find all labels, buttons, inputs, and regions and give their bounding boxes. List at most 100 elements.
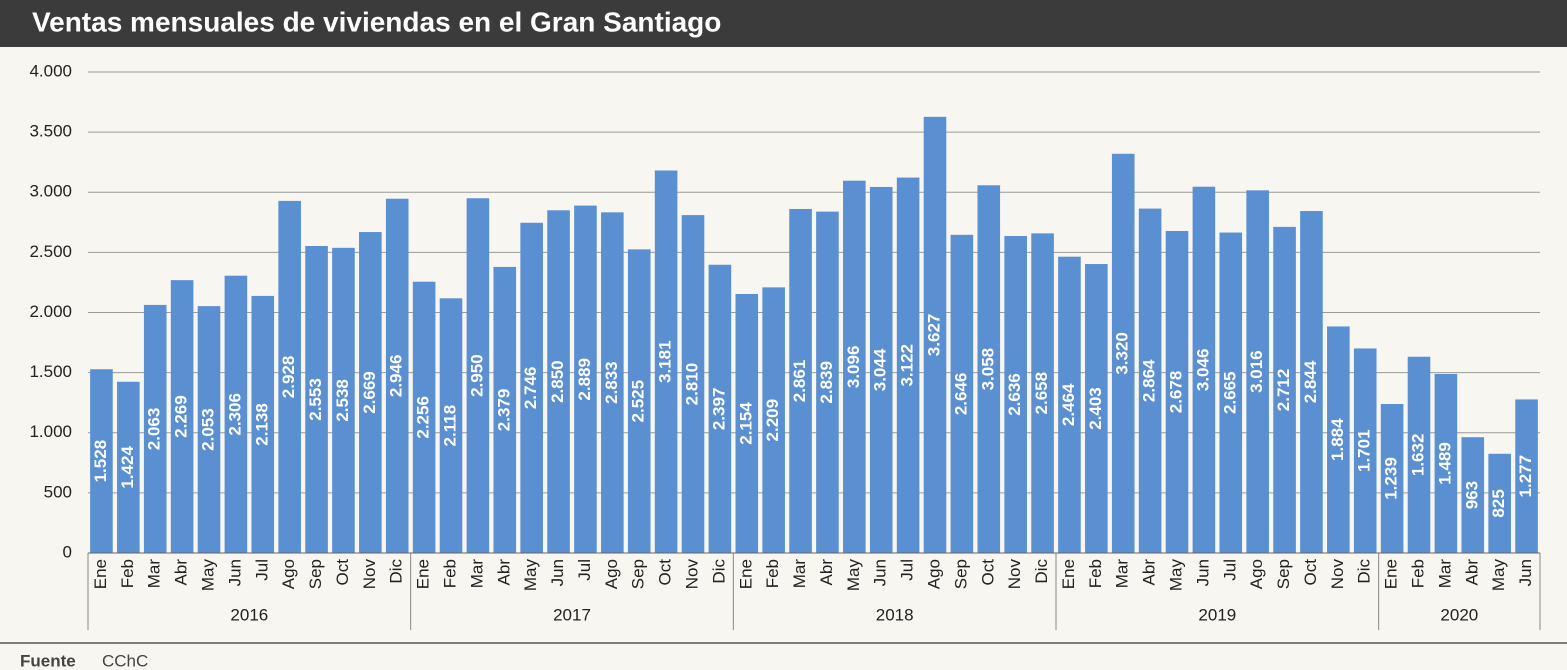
value-label: 2.154 bbox=[736, 402, 755, 445]
x-tick-label: Sep bbox=[951, 559, 970, 589]
bar bbox=[1353, 348, 1377, 553]
x-tick-label: Oct bbox=[1301, 559, 1320, 586]
x-tick-label: Jun bbox=[548, 559, 567, 586]
value-label: 2.636 bbox=[1005, 373, 1024, 416]
bar bbox=[1380, 404, 1404, 553]
x-tick-label: Feb bbox=[1086, 559, 1105, 588]
value-label: 2.950 bbox=[467, 354, 486, 397]
bar bbox=[1434, 373, 1458, 553]
bar bbox=[816, 211, 839, 554]
x-tick-label: Abr bbox=[817, 559, 836, 586]
x-tick-label: Dic bbox=[709, 559, 728, 584]
value-label: 2.946 bbox=[387, 355, 406, 398]
x-tick-label: Feb bbox=[440, 559, 459, 588]
group-label: 2016 bbox=[230, 605, 268, 624]
value-label: 2.269 bbox=[172, 395, 191, 438]
value-label: 1.424 bbox=[118, 446, 137, 489]
x-tick-label: Ene bbox=[1059, 559, 1078, 589]
x-tick-label: Feb bbox=[118, 559, 137, 588]
x-tick-label: Dic bbox=[1355, 559, 1374, 584]
bar bbox=[1246, 190, 1269, 554]
value-label: 2.397 bbox=[709, 388, 728, 431]
value-label: 3.058 bbox=[978, 348, 997, 391]
value-label: 1.489 bbox=[1435, 442, 1454, 485]
bar bbox=[1138, 208, 1162, 553]
x-tick-label: Jun bbox=[1516, 559, 1535, 586]
x-tick-label: Ene bbox=[736, 559, 755, 589]
y-tick-label: 4.000 bbox=[29, 61, 72, 80]
bar bbox=[708, 264, 732, 553]
value-label: 3.044 bbox=[871, 348, 890, 391]
bar bbox=[1219, 232, 1243, 553]
source: CChC bbox=[102, 651, 148, 670]
bar bbox=[117, 381, 140, 553]
x-tick-label: Mar bbox=[145, 559, 164, 589]
chart-title: Ventas mensuales de viviendas en el Gran… bbox=[32, 6, 721, 37]
bar bbox=[627, 249, 651, 553]
x-tick-label: Ago bbox=[1247, 559, 1266, 589]
value-label: 2.861 bbox=[790, 360, 809, 403]
source-label: Fuente bbox=[20, 651, 76, 670]
x-tick-label: Nov bbox=[1328, 559, 1347, 590]
bar bbox=[412, 281, 436, 553]
bar bbox=[950, 234, 974, 554]
value-label: 2.138 bbox=[252, 403, 271, 446]
x-tick-label: Abr bbox=[1140, 559, 1159, 586]
y-tick-label: 3.500 bbox=[29, 122, 72, 141]
x-tick-label: May bbox=[1489, 559, 1508, 592]
x-tick-label: Oct bbox=[656, 559, 675, 586]
bar bbox=[466, 198, 490, 553]
bar bbox=[843, 180, 866, 553]
bar bbox=[1300, 211, 1323, 553]
x-tick-label: May bbox=[198, 559, 217, 592]
group-label: 2019 bbox=[1198, 605, 1236, 624]
value-label: 3.016 bbox=[1247, 350, 1266, 393]
x-tick-label: Ene bbox=[91, 559, 110, 589]
title-bar bbox=[0, 0, 1567, 47]
value-label: 825 bbox=[1489, 489, 1508, 517]
bar bbox=[1488, 453, 1511, 553]
value-label: 1.701 bbox=[1355, 429, 1374, 472]
value-label: 1.277 bbox=[1516, 455, 1535, 498]
value-label: 3.320 bbox=[1113, 332, 1132, 375]
bar bbox=[869, 186, 893, 554]
bar bbox=[90, 369, 113, 553]
bar bbox=[332, 247, 355, 554]
bar bbox=[251, 295, 275, 553]
value-label: 2.810 bbox=[682, 363, 701, 406]
group-label: 2017 bbox=[553, 605, 591, 624]
x-tick-label: Abr bbox=[1462, 559, 1481, 586]
x-tick-label: Ene bbox=[1382, 559, 1401, 589]
x-tick-label: Nov bbox=[1005, 559, 1024, 590]
bar bbox=[170, 280, 194, 553]
bar bbox=[1111, 153, 1135, 553]
value-label: 1.528 bbox=[91, 440, 110, 483]
value-label: 3.046 bbox=[1193, 349, 1212, 392]
value-label: 2.256 bbox=[414, 396, 433, 439]
x-tick-label: Ene bbox=[414, 559, 433, 589]
x-tick-label: Feb bbox=[1408, 559, 1427, 588]
value-label: 2.403 bbox=[1086, 387, 1105, 430]
value-label: 2.063 bbox=[145, 408, 164, 451]
bar bbox=[547, 210, 570, 553]
value-label: 2.379 bbox=[494, 389, 513, 432]
bar bbox=[574, 205, 597, 553]
bar bbox=[1085, 264, 1108, 553]
y-tick-label: 1.500 bbox=[29, 362, 72, 381]
value-label: 1.239 bbox=[1382, 457, 1401, 500]
y-tick-label: 0 bbox=[63, 542, 72, 561]
y-tick-label: 1.000 bbox=[29, 422, 72, 441]
x-tick-label: May bbox=[1166, 559, 1185, 592]
x-tick-label: Sep bbox=[629, 559, 648, 589]
value-label: 1.884 bbox=[1328, 418, 1347, 461]
bar bbox=[654, 170, 678, 554]
value-label: 3.122 bbox=[898, 344, 917, 387]
value-label: 2.306 bbox=[225, 393, 244, 436]
x-tick-label: Mar bbox=[467, 559, 486, 589]
bar bbox=[1192, 186, 1216, 553]
y-tick-label: 2.000 bbox=[29, 302, 72, 321]
x-tick-label: Jun bbox=[871, 559, 890, 586]
x-tick-label: Abr bbox=[494, 559, 513, 586]
bar bbox=[762, 287, 785, 553]
x-tick-label: Jul bbox=[575, 559, 594, 581]
